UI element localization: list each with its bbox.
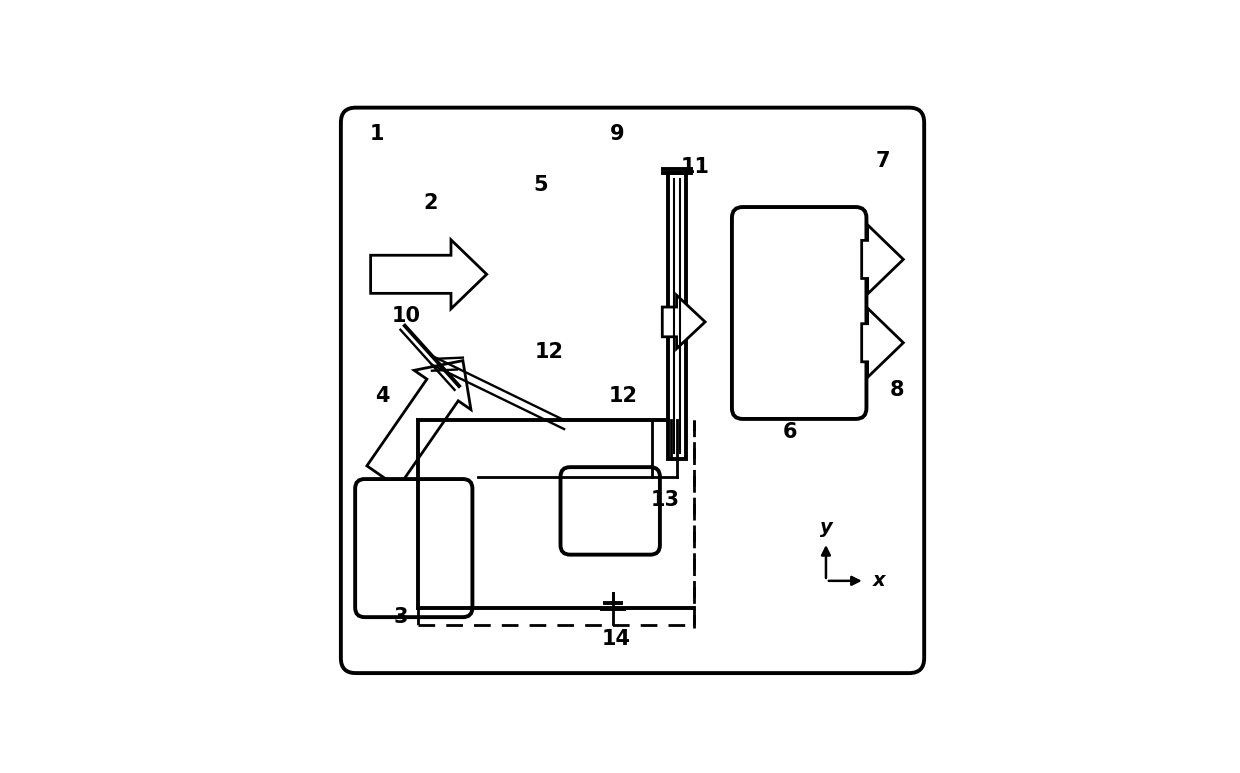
Polygon shape (367, 360, 471, 488)
Text: 12: 12 (534, 342, 564, 362)
Text: 8: 8 (890, 380, 905, 400)
Text: 11: 11 (681, 157, 709, 177)
Polygon shape (662, 295, 706, 349)
Text: 4: 4 (376, 386, 389, 407)
Text: 9: 9 (610, 124, 625, 145)
Text: 14: 14 (601, 628, 630, 649)
Bar (668, 173, 686, 459)
Text: x: x (873, 571, 885, 591)
Text: 3: 3 (393, 607, 408, 627)
FancyBboxPatch shape (355, 479, 472, 617)
Polygon shape (862, 308, 904, 377)
FancyBboxPatch shape (560, 467, 660, 555)
Text: 5: 5 (533, 175, 548, 195)
Text: 12: 12 (609, 386, 639, 407)
FancyBboxPatch shape (732, 207, 867, 419)
Polygon shape (862, 225, 904, 294)
Text: y: y (820, 518, 832, 536)
Text: 10: 10 (392, 306, 420, 326)
Text: 1: 1 (370, 124, 384, 145)
Text: 13: 13 (651, 491, 680, 510)
Text: 6: 6 (782, 422, 797, 442)
Text: 7: 7 (875, 152, 890, 171)
Polygon shape (371, 240, 486, 309)
Text: 2: 2 (423, 193, 438, 213)
